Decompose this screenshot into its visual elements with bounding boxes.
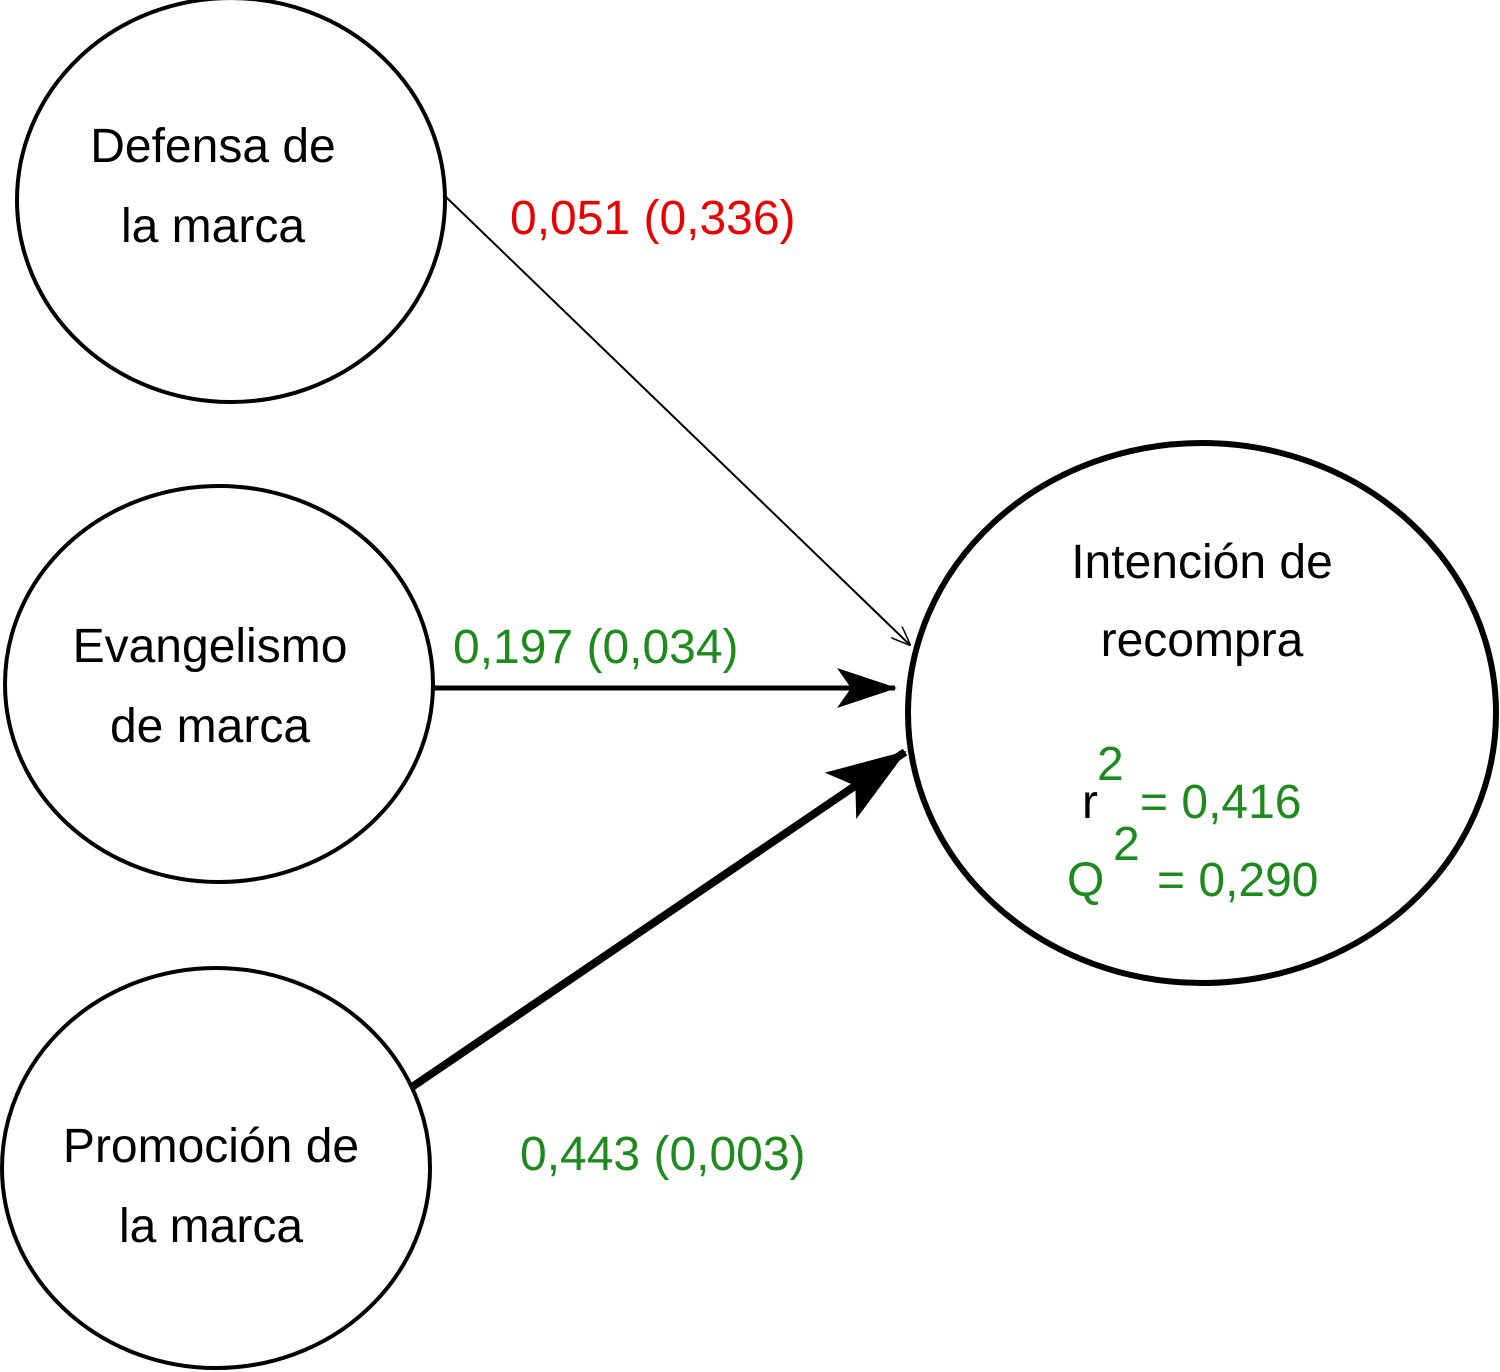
node-label: recompra — [1101, 614, 1304, 667]
node-circle — [3, 484, 435, 884]
stat-exponent: 2 — [1113, 818, 1140, 871]
stat-value: = 0,416 — [1140, 776, 1301, 829]
node-label: Promoción de — [63, 1120, 359, 1173]
node-circle — [905, 440, 1499, 986]
edge-label: 0,197 (0,034) — [453, 621, 739, 674]
node-label: la marca — [121, 200, 305, 253]
stat-value: = 0,290 — [1157, 854, 1318, 907]
stat-exponent: 2 — [1097, 738, 1124, 791]
node-label: Intención de — [1071, 536, 1333, 589]
node-label: la marca — [119, 1200, 303, 1253]
node-circle — [0, 966, 432, 1370]
node-circle — [15, 0, 447, 404]
node-label: Evangelismo — [73, 620, 348, 673]
node-label: Defensa de — [90, 120, 336, 173]
edge-label: 0,051 (0,336) — [510, 192, 796, 245]
stat-symbol: Q — [1067, 854, 1104, 907]
arrow — [409, 748, 908, 1091]
edge-label: 0,443 (0,003) — [520, 1128, 806, 1181]
arrow — [445, 196, 910, 645]
node-label: de marca — [110, 700, 310, 753]
stat-symbol: r — [1082, 776, 1098, 829]
